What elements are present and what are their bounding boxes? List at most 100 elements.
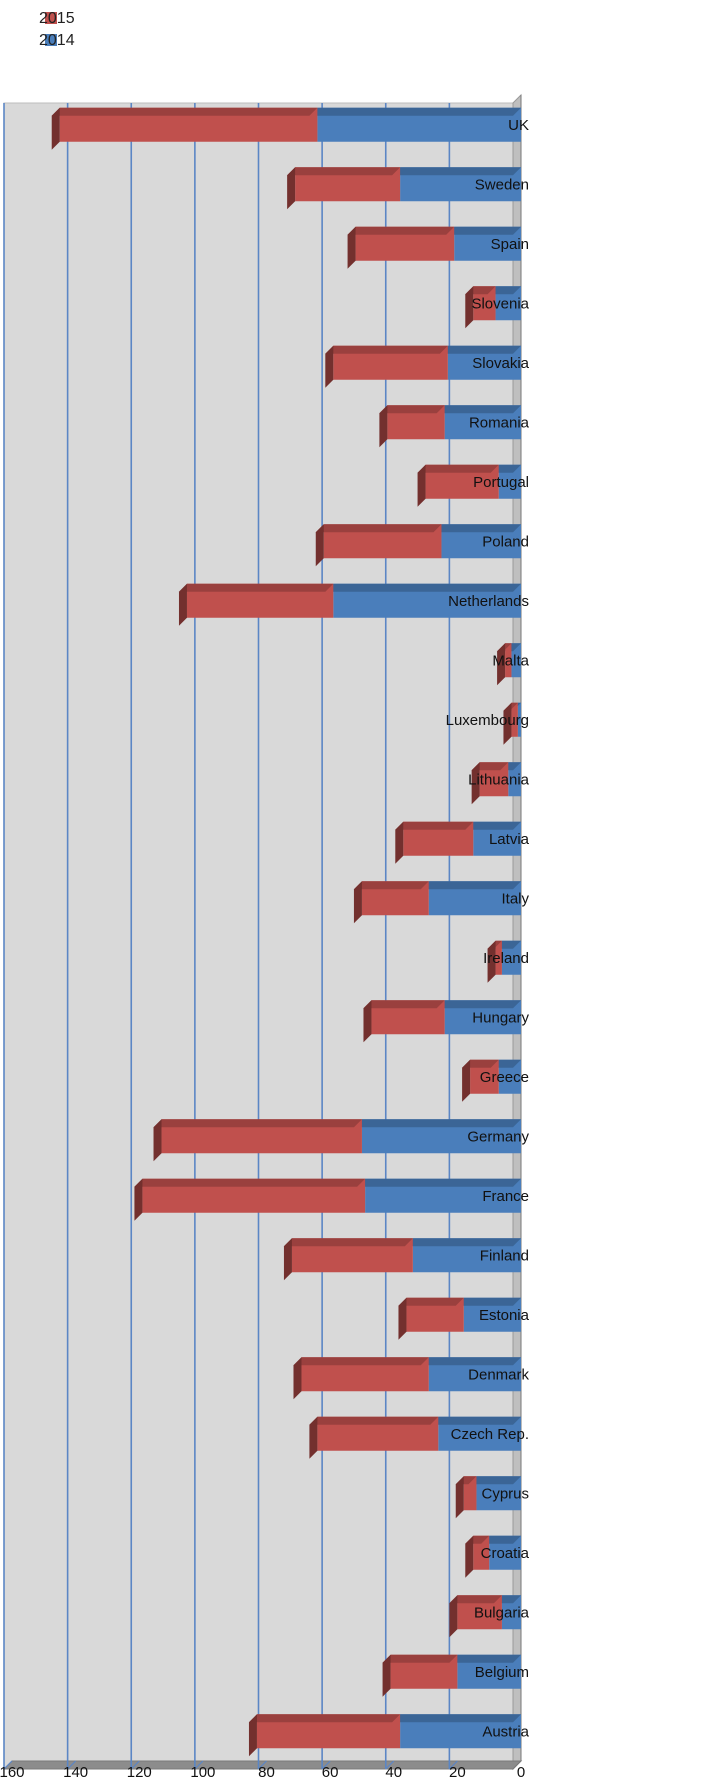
bar-end-cap <box>487 940 496 983</box>
category-label: France <box>482 1188 529 1205</box>
category-label: Netherlands <box>448 593 529 610</box>
bar-end-cap <box>325 345 334 388</box>
gridlines <box>3 95 522 1770</box>
bar-top-2014 <box>420 1357 521 1366</box>
bar-top-2014 <box>392 167 521 176</box>
bar-end-cap <box>449 1595 458 1638</box>
bar-top-2014 <box>455 1297 521 1306</box>
category-label: Malta <box>492 652 529 669</box>
bar-end-cap <box>398 1297 407 1340</box>
bar-end-cap <box>353 881 362 924</box>
bar-top-2014 <box>404 1238 521 1247</box>
bar-end-cap <box>347 226 356 269</box>
gridline-depth <box>67 1760 77 1770</box>
bar-end-cap <box>283 1238 292 1281</box>
bar-end-cap <box>465 286 474 329</box>
legend-swatch-2014 <box>45 34 57 46</box>
category-label: Belgium <box>475 1664 529 1681</box>
bar-top-2014 <box>433 524 521 533</box>
category-label: Austria <box>482 1723 529 1740</box>
category-label: Croatia <box>481 1545 530 1562</box>
bar-end-cap <box>503 702 512 745</box>
bar-top-2014 <box>436 405 521 414</box>
bar-top-2015 <box>395 821 474 830</box>
bar-end-cap <box>134 1178 143 1221</box>
bar-top-2015 <box>382 1654 458 1663</box>
rotated-plot: 0 20 40 60 80 100 120 140 160 Austria Belgium Bulg… <box>0 10 530 1781</box>
x-tick-label: 160 <box>0 1764 25 1781</box>
bar-2014 <box>517 702 521 737</box>
category-label: Slovakia <box>472 355 529 372</box>
bar-end-cap <box>379 405 388 448</box>
gridline-depth <box>385 1760 395 1770</box>
bar-top-2015 <box>178 583 334 592</box>
category-label: Greece <box>480 1069 529 1086</box>
bar-2014 <box>498 1059 521 1094</box>
category-label: Romania <box>469 414 530 431</box>
category-label: Czech Rep. <box>451 1426 529 1443</box>
bar-top-2014 <box>392 1714 521 1723</box>
bar-top-2015 <box>309 1416 439 1425</box>
bar-end-cap <box>309 1416 318 1459</box>
bar-top-2014 <box>430 1416 521 1425</box>
x-tick-label: 20 <box>449 1764 466 1781</box>
bar-top-2015 <box>398 1297 464 1306</box>
bar-top-2014 <box>468 1476 521 1485</box>
category-label: Hungary <box>472 1009 529 1026</box>
legend-swatch-2015 <box>45 12 57 24</box>
bar-end-cap <box>465 1535 474 1578</box>
x-tick-label: 120 <box>127 1764 152 1781</box>
bar-top-2014 <box>357 1178 521 1187</box>
gridline-depth <box>448 1760 458 1770</box>
gridline-depth <box>258 1760 267 1770</box>
bar-end-cap <box>315 524 324 567</box>
bar-end-cap <box>462 1059 471 1102</box>
bar-2015 <box>473 1535 490 1570</box>
bar-2014 <box>498 464 521 499</box>
bar-2014 <box>511 643 521 678</box>
bar-top-2015 <box>287 167 401 176</box>
bar-top-2014 <box>481 1535 521 1544</box>
bar-2015 <box>463 1476 477 1511</box>
bar-top-2015 <box>347 226 455 235</box>
bar-end-cap <box>293 1357 302 1400</box>
bar-top-2014 <box>325 583 521 592</box>
bar-top-2015 <box>462 1059 499 1068</box>
bar-2014 <box>501 1595 521 1630</box>
bar-top-2015 <box>353 881 429 890</box>
bar-top-2014 <box>487 286 521 295</box>
category-label: Denmark <box>468 1366 529 1383</box>
bar-2015 <box>495 940 502 975</box>
gridline-depth <box>3 1760 13 1770</box>
bar-2014 <box>508 762 521 797</box>
bar-2015 <box>505 643 512 678</box>
bar-top-2015 <box>379 405 445 414</box>
bar-top-2015 <box>283 1238 413 1247</box>
bar-top-2014 <box>446 226 521 235</box>
category-label: Bulgaria <box>474 1604 530 1621</box>
bar-top-2014 <box>309 107 521 116</box>
bar-2014 <box>501 940 521 975</box>
x-tick-label: 40 <box>385 1764 402 1781</box>
bar-end-cap <box>248 1714 257 1757</box>
gridline-depth <box>321 1760 331 1770</box>
legend-label-2015: 2015 <box>39 10 75 27</box>
bar-top-2015 <box>134 1178 366 1187</box>
category-label: Sweden <box>475 176 529 193</box>
bar-top-2014 <box>420 881 521 890</box>
x-tick-label: 100 <box>190 1764 215 1781</box>
legend-label-2014: 2014 <box>39 32 75 49</box>
bar-2015 <box>511 702 518 737</box>
bar-top-2015 <box>315 524 442 533</box>
category-label: Finland <box>480 1247 529 1264</box>
category-label: Slovenia <box>471 295 529 312</box>
bars <box>51 107 521 1757</box>
category-labels: Austria Belgium Bulgaria Croatia Cyprus Czech… <box>446 117 530 1741</box>
bar-top-2015 <box>153 1119 362 1128</box>
bar-top-2014 <box>465 821 521 830</box>
bar-end-cap <box>287 167 296 210</box>
bar-end-cap <box>382 1654 391 1697</box>
bar-top-2014 <box>436 1000 521 1009</box>
